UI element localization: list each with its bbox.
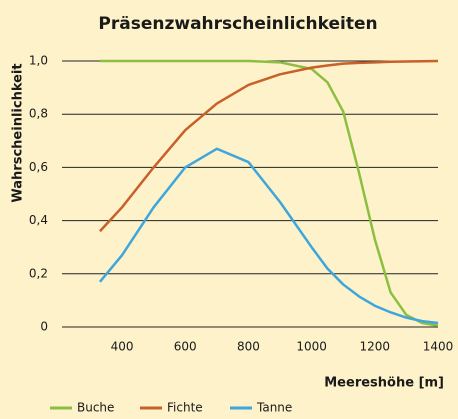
y-tick-label: 0,4	[29, 213, 48, 227]
x-tick-label: 600	[174, 340, 197, 354]
x-tick-label: 400	[111, 340, 134, 354]
x-tick-label: 1000	[296, 340, 327, 354]
y-tick-label: 0	[40, 320, 48, 334]
series-line	[98, 59, 439, 233]
y-tick-label: 0,8	[29, 107, 48, 121]
legend-label: Tanne	[256, 401, 292, 415]
y-tick-label: 0,6	[29, 160, 48, 174]
y-tick-label: 0,2	[29, 266, 48, 280]
x-tick-label: 1400	[423, 340, 454, 354]
x-tick-label: 1200	[360, 340, 391, 354]
legend-label: Fichte	[167, 401, 203, 415]
legend-label: Buche	[77, 401, 114, 415]
x-axis-label: Meereshöhe [m]	[324, 376, 444, 391]
y-tick-label: 1,0	[29, 54, 48, 68]
series-line	[98, 147, 439, 325]
series-line	[99, 59, 439, 327]
x-tick-label: 800	[237, 340, 260, 354]
chart-title: Präsenzwahrscheinlichkeiten	[98, 14, 377, 34]
y-axis-label: Wahrscheinlichkeit	[11, 63, 26, 202]
